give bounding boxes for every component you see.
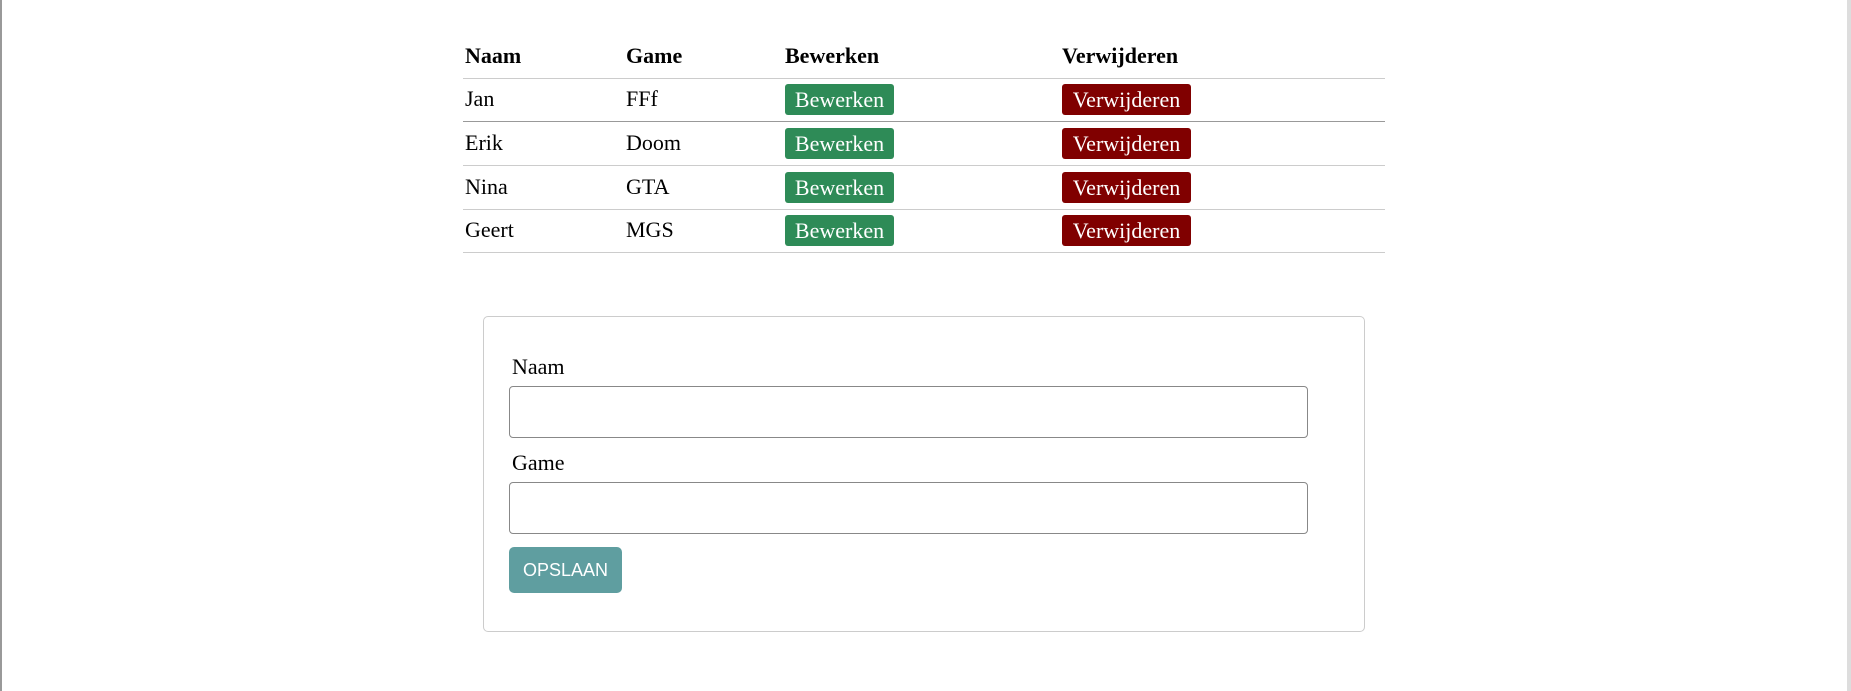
form-box — [483, 316, 1365, 632]
row-divider — [463, 78, 1385, 79]
column-header: Bewerken — [785, 43, 880, 68]
name-cell: Erik — [465, 130, 503, 155]
delete-button[interactable]: Verwijderen — [1062, 84, 1191, 115]
edit-button[interactable]: Bewerken — [785, 172, 894, 203]
name-cell: Geert — [465, 217, 514, 242]
edit-button[interactable]: Bewerken — [785, 215, 894, 246]
text-input[interactable] — [509, 482, 1308, 534]
delete-button[interactable]: Verwijderen — [1062, 128, 1191, 159]
scrollbar — [1847, 0, 1851, 691]
delete-button[interactable]: Verwijderen — [1062, 172, 1191, 203]
row-divider — [463, 165, 1385, 166]
window-edge — [0, 0, 2, 691]
column-header: Naam — [465, 43, 522, 68]
game-cell: Doom — [626, 130, 681, 155]
row-divider — [463, 209, 1385, 210]
edit-button[interactable]: Bewerken — [785, 84, 894, 115]
game-cell: MGS — [626, 217, 674, 242]
field-label: Game — [512, 450, 565, 475]
name-cell: Nina — [465, 174, 508, 199]
delete-button[interactable]: Verwijderen — [1062, 215, 1191, 246]
column-header: Game — [626, 43, 683, 68]
game-cell: GTA — [626, 174, 670, 199]
submit-button[interactable]: OPSLAAN — [509, 547, 622, 593]
game-cell: FFf — [626, 86, 658, 111]
row-divider — [463, 121, 1385, 122]
name-cell: Jan — [465, 86, 495, 111]
row-divider — [463, 252, 1385, 253]
field-label: Naam — [512, 354, 565, 379]
text-input[interactable] — [509, 386, 1308, 438]
edit-button[interactable]: Bewerken — [785, 128, 894, 159]
column-header: Verwijderen — [1062, 43, 1179, 68]
